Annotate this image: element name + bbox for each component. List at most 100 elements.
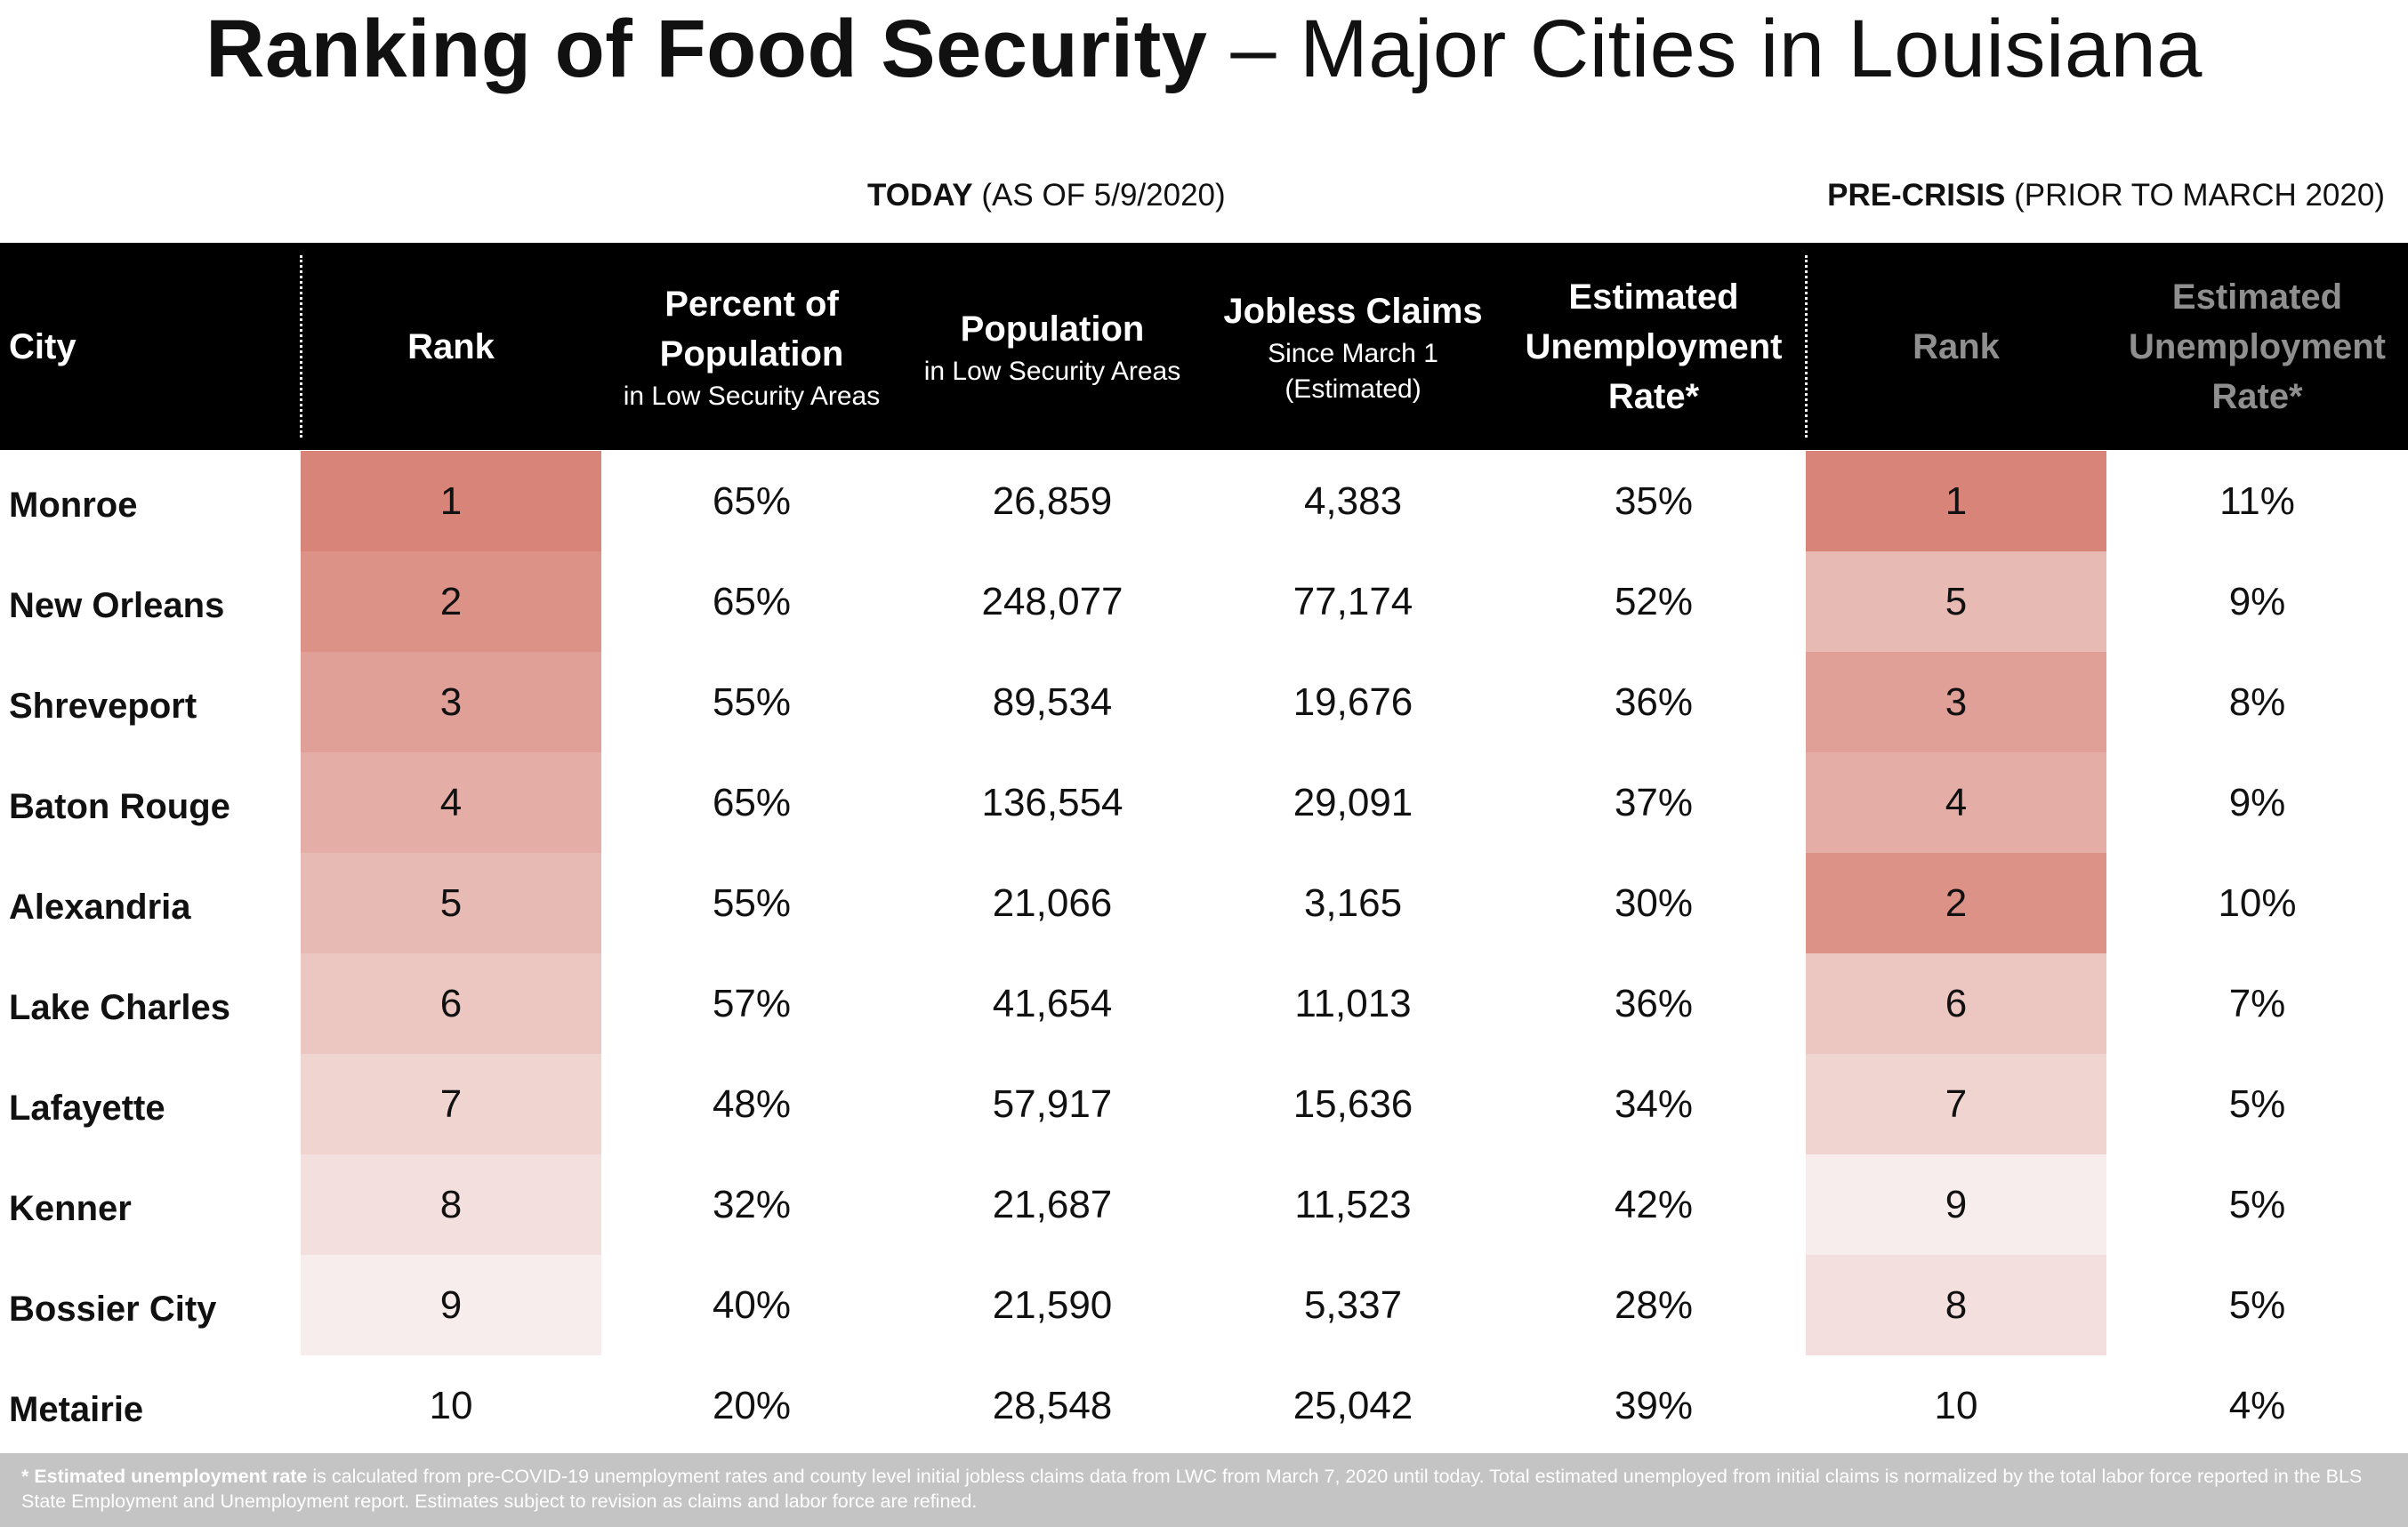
header-population: Population in Low Security Areas bbox=[902, 243, 1203, 450]
section-label-today: TODAY (AS OF 5/9/2020) bbox=[867, 173, 1226, 218]
table-row: Alexandria 5 55% 21,066 3,165 30% 2 10% bbox=[0, 853, 2408, 953]
jobless-claims-cell: 11,523 bbox=[1294, 1182, 1412, 1226]
section-today-bold: TODAY bbox=[867, 178, 973, 213]
header-pre-unemp-line3: Rate* bbox=[2211, 376, 2303, 416]
header-population-label: Population bbox=[960, 309, 1145, 349]
population-cell: 26,859 bbox=[992, 478, 1113, 523]
percent-cell: 57% bbox=[712, 981, 792, 1025]
table-row: Shreveport 3 55% 89,534 19,676 36% 3 8% bbox=[0, 652, 2408, 752]
jobless-claims-cell: 77,174 bbox=[1293, 579, 1413, 623]
table-header: City Rank Percent of Population in Low S… bbox=[0, 243, 2408, 450]
pre-rank-cell: 4 bbox=[1806, 752, 2106, 853]
section-pre-rest: (PRIOR TO MARCH 2020) bbox=[2005, 178, 2385, 213]
header-percent-line2: Population bbox=[659, 334, 844, 374]
table-row: Baton Rouge 4 65% 136,554 29,091 37% 4 9… bbox=[0, 752, 2408, 853]
header-population-sub: in Low Security Areas bbox=[923, 356, 1181, 386]
header-divider-right bbox=[1805, 255, 1808, 438]
section-today-rest: (AS OF 5/9/2020) bbox=[972, 178, 1226, 213]
rank-cell: 1 bbox=[301, 451, 601, 551]
header-city: City bbox=[9, 243, 77, 450]
header-pre-unemployment: Estimated Unemployment Rate* bbox=[2106, 243, 2408, 450]
header-rank: Rank bbox=[301, 243, 601, 450]
pre-unemployment-cell: 7% bbox=[2228, 981, 2286, 1025]
pre-rank-cell: 8 bbox=[1806, 1255, 2106, 1355]
header-pre-unemp-line2: Unemployment bbox=[2129, 326, 2386, 366]
pre-rank-cell: 6 bbox=[1806, 953, 2106, 1054]
pre-unemployment-cell: 9% bbox=[2228, 579, 2286, 623]
header-percent-sub: in Low Security Areas bbox=[623, 381, 881, 411]
city-name: Bossier City bbox=[9, 1290, 217, 1329]
population-cell: 89,534 bbox=[992, 679, 1113, 724]
city-name: Lafayette bbox=[9, 1089, 165, 1128]
unemployment-cell: 36% bbox=[1614, 679, 1694, 724]
unemployment-cell: 36% bbox=[1614, 981, 1694, 1025]
percent-cell: 65% bbox=[712, 478, 792, 523]
pre-unemployment-cell: 5% bbox=[2228, 1182, 2286, 1226]
percent-cell: 20% bbox=[712, 1383, 792, 1427]
population-cell: 248,077 bbox=[981, 579, 1123, 623]
pre-unemployment-cell: 11% bbox=[2219, 478, 2295, 523]
population-cell: 57,917 bbox=[992, 1081, 1113, 1126]
city-name: Baton Rouge bbox=[9, 787, 230, 826]
unemployment-cell: 42% bbox=[1614, 1182, 1694, 1226]
percent-cell: 32% bbox=[712, 1182, 792, 1226]
pre-rank-cell: 10 bbox=[1934, 1383, 1978, 1427]
jobless-claims-cell: 25,042 bbox=[1293, 1383, 1413, 1427]
percent-cell: 55% bbox=[712, 880, 792, 925]
unemployment-cell: 28% bbox=[1614, 1282, 1694, 1327]
jobless-claims-cell: 4,383 bbox=[1303, 478, 1403, 523]
table-row: Bossier City 9 40% 21,590 5,337 28% 8 5% bbox=[0, 1255, 2408, 1355]
footnote-text: is calculated from pre-COVID-19 unemploy… bbox=[21, 1466, 2363, 1512]
rank-cell: 5 bbox=[301, 853, 601, 953]
pre-unemployment-cell: 10% bbox=[2218, 880, 2297, 925]
unemployment-cell: 35% bbox=[1614, 478, 1694, 523]
population-cell: 21,066 bbox=[992, 880, 1113, 925]
city-name: Alexandria bbox=[9, 888, 191, 927]
header-rank-label: Rank bbox=[407, 326, 495, 366]
pre-unemployment-cell: 9% bbox=[2228, 780, 2286, 824]
header-unemp-line1: Estimated bbox=[1568, 277, 1739, 317]
city-name: New Orleans bbox=[9, 586, 225, 625]
rank-cell: 8 bbox=[301, 1154, 601, 1255]
pre-rank-cell: 9 bbox=[1806, 1154, 2106, 1255]
rank-cell: 6 bbox=[301, 953, 601, 1054]
header-jobless-label: Jobless Claims bbox=[1223, 291, 1483, 331]
unemployment-cell: 37% bbox=[1614, 780, 1694, 824]
rank-cell: 7 bbox=[301, 1054, 601, 1154]
city-name: Kenner bbox=[9, 1189, 132, 1228]
city-name: Shreveport bbox=[9, 687, 197, 726]
rank-cell: 10 bbox=[429, 1383, 473, 1427]
page-title: Ranking of Food Security – Major Cities … bbox=[0, 0, 2408, 98]
unemployment-cell: 34% bbox=[1614, 1081, 1694, 1126]
section-pre-bold: PRE-CRISIS bbox=[1827, 178, 2006, 213]
jobless-claims-cell: 29,091 bbox=[1293, 780, 1413, 824]
jobless-claims-cell: 5,337 bbox=[1303, 1282, 1403, 1327]
unemployment-cell: 30% bbox=[1614, 880, 1694, 925]
city-name: Metairie bbox=[9, 1390, 144, 1429]
jobless-claims-cell: 15,636 bbox=[1293, 1081, 1413, 1126]
table-row: New Orleans 2 65% 248,077 77,174 52% 5 9… bbox=[0, 551, 2408, 652]
jobless-claims-cell: 11,013 bbox=[1294, 981, 1412, 1025]
rank-cell: 2 bbox=[301, 551, 601, 652]
jobless-claims-cell: 3,165 bbox=[1303, 880, 1403, 925]
rank-cell: 4 bbox=[301, 752, 601, 853]
unemployment-cell: 52% bbox=[1614, 579, 1694, 623]
pre-unemployment-cell: 5% bbox=[2228, 1081, 2286, 1126]
city-name: Monroe bbox=[9, 486, 138, 525]
header-jobless-sub1: Since March 1 bbox=[1268, 338, 1438, 368]
title-rest: – Major Cities in Louisiana bbox=[1207, 4, 2203, 94]
pre-rank-cell: 7 bbox=[1806, 1054, 2106, 1154]
pre-unemployment-cell: 8% bbox=[2228, 679, 2286, 724]
population-cell: 136,554 bbox=[981, 780, 1123, 824]
unemployment-cell: 39% bbox=[1614, 1383, 1694, 1427]
header-unemp-line3: Rate* bbox=[1607, 376, 1700, 416]
percent-cell: 48% bbox=[712, 1081, 792, 1126]
jobless-claims-cell: 19,676 bbox=[1293, 679, 1413, 724]
percent-cell: 40% bbox=[712, 1282, 792, 1327]
table-row: Lafayette 7 48% 57,917 15,636 34% 7 5% bbox=[0, 1054, 2408, 1154]
table-row: Monroe 1 65% 26,859 4,383 35% 1 11% bbox=[0, 451, 2408, 551]
header-unemp-line2: Unemployment bbox=[1525, 326, 1783, 366]
table-row: Kenner 8 32% 21,687 11,523 42% 9 5% bbox=[0, 1154, 2408, 1255]
rank-cell: 9 bbox=[301, 1255, 601, 1355]
header-unemployment: Estimated Unemployment Rate* bbox=[1503, 243, 1804, 450]
